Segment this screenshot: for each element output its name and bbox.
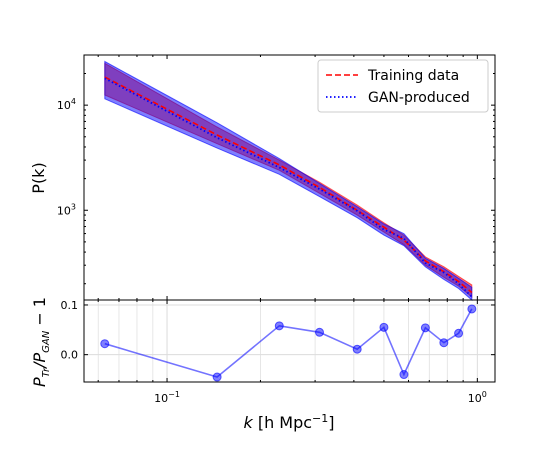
ratio-point	[100, 339, 110, 349]
series-line-1	[104, 77, 473, 298]
bottom-ylabel: PTr/PGAN − 1	[30, 297, 52, 387]
bottom-axis-ticks: 10−1 100 0.0 0.1	[61, 299, 495, 405]
bottom-axes-frame	[83, 299, 496, 383]
ratio-point	[399, 370, 409, 380]
bottom-ytick-label-0: 0.0	[61, 349, 79, 362]
bottom-ytick-label-1: 0.1	[61, 299, 79, 312]
legend-label-gan: GAN-produced	[368, 90, 470, 106]
ratio-point	[439, 338, 449, 348]
bottom-xtick-label-1: 100	[468, 390, 487, 405]
top-ylabel: P(k)	[29, 162, 48, 193]
ratio-panel: 10−1 100 0.0 0.1 PTr/PGAN − 1 k [h Mpc−1]	[30, 297, 496, 432]
ratio-line	[104, 308, 473, 378]
legend-box	[317, 59, 489, 113]
ratio-point	[212, 372, 222, 382]
ratio-point	[352, 344, 362, 354]
ratio-point	[454, 328, 464, 338]
ratio-point	[420, 323, 430, 333]
series-lines	[104, 76, 473, 298]
bottom-xlabel: k [h Mpc−1]	[243, 412, 334, 432]
ratio-grid	[84, 300, 495, 382]
ratio-series	[100, 304, 477, 382]
ratio-point	[274, 321, 284, 331]
series-line-0	[104, 76, 473, 294]
legend-label-training: Training data	[367, 68, 459, 84]
top-ytick-label-1: 104	[57, 97, 76, 112]
top-ytick-label-0: 103	[57, 202, 76, 217]
power-spectrum-panel: 103 104 P(k) Training data GAN-produced	[29, 54, 496, 302]
bottom-xtick-label-0: 10−1	[154, 390, 180, 405]
legend: Training data GAN-produced	[317, 59, 489, 113]
ratio-point	[315, 327, 325, 337]
top-axis-ticks: 103 104	[57, 54, 495, 300]
ratio-point	[467, 304, 477, 314]
ratio-point	[379, 322, 389, 332]
